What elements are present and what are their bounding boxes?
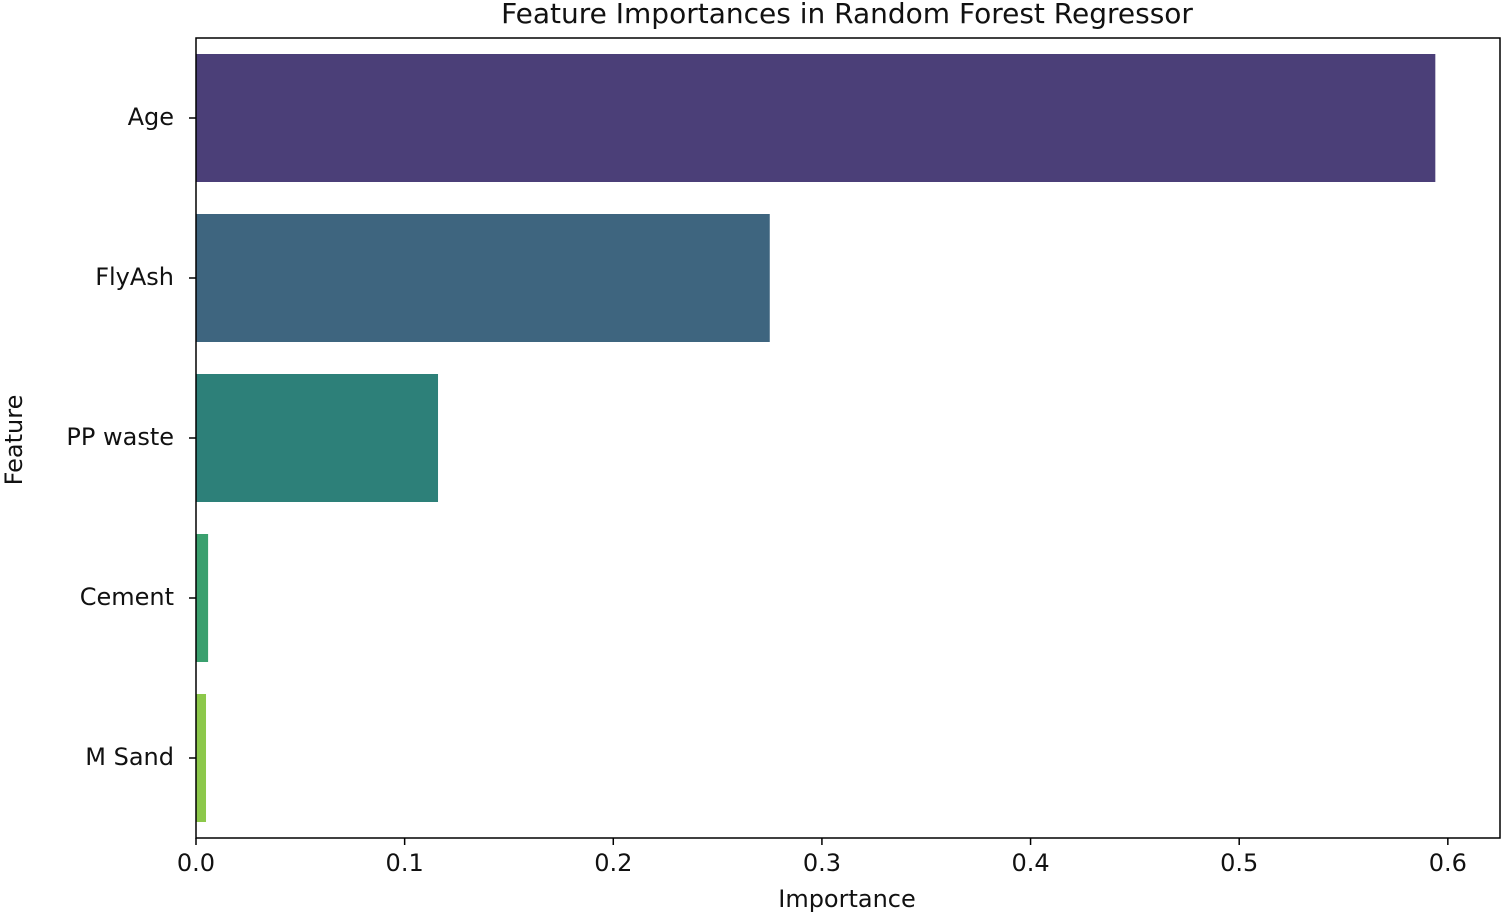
x-tick-label: 0.4 (1011, 849, 1049, 877)
bar (196, 534, 209, 662)
x-tick-label: 0.2 (594, 849, 632, 877)
y-axis-label: Feature (0, 395, 28, 486)
y-tick-label: FlyAsh (95, 263, 174, 291)
x-tick-label: 0.1 (386, 849, 424, 877)
x-tick-label: 0.0 (177, 849, 215, 877)
y-tick-label: M Sand (85, 743, 174, 771)
bar (196, 374, 439, 502)
chart-title: Feature Importances in Random Forest Reg… (501, 0, 1193, 30)
y-tick-label: PP waste (66, 423, 174, 451)
bar (196, 694, 207, 822)
bar (196, 214, 770, 342)
plot-frame (195, 37, 1501, 839)
x-axis-label: Importance (778, 885, 916, 913)
x-tick-label: 0.3 (803, 849, 841, 877)
x-tick-label: 0.6 (1429, 849, 1467, 877)
x-tick-label: 0.5 (1220, 849, 1258, 877)
y-tick-label: Cement (80, 583, 174, 611)
y-tick-label: Age (128, 103, 174, 131)
bar (196, 54, 1436, 182)
